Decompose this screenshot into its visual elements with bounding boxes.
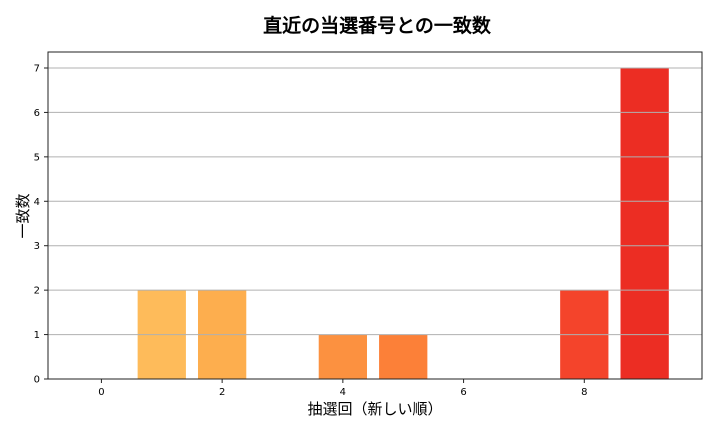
y-tick-label: 1 <box>34 330 40 341</box>
x-tick-label: 8 <box>581 387 587 398</box>
y-tick-label: 3 <box>34 241 40 252</box>
x-tick-label: 4 <box>340 387 346 398</box>
x-tick-label: 2 <box>219 387 225 398</box>
x-axis-label: 抽選回（新しい順） <box>307 400 442 418</box>
y-tick-label: 6 <box>34 108 40 119</box>
y-tick-label: 2 <box>34 286 40 297</box>
x-tick-label: 6 <box>460 387 466 398</box>
bar-5 <box>379 334 428 379</box>
bar-9 <box>620 67 669 379</box>
chart-title: 直近の当選番号との一致数 <box>263 14 492 37</box>
y-tick-label: 5 <box>34 152 40 163</box>
x-tick-label: 0 <box>98 387 104 398</box>
plot-frame <box>47 51 703 380</box>
y-tick-label: 4 <box>34 197 40 208</box>
y-axis-label: 一致数 <box>14 193 32 238</box>
y-tick-label: 7 <box>34 63 40 74</box>
y-tick-label: 0 <box>34 375 40 386</box>
bar-4 <box>318 334 368 379</box>
